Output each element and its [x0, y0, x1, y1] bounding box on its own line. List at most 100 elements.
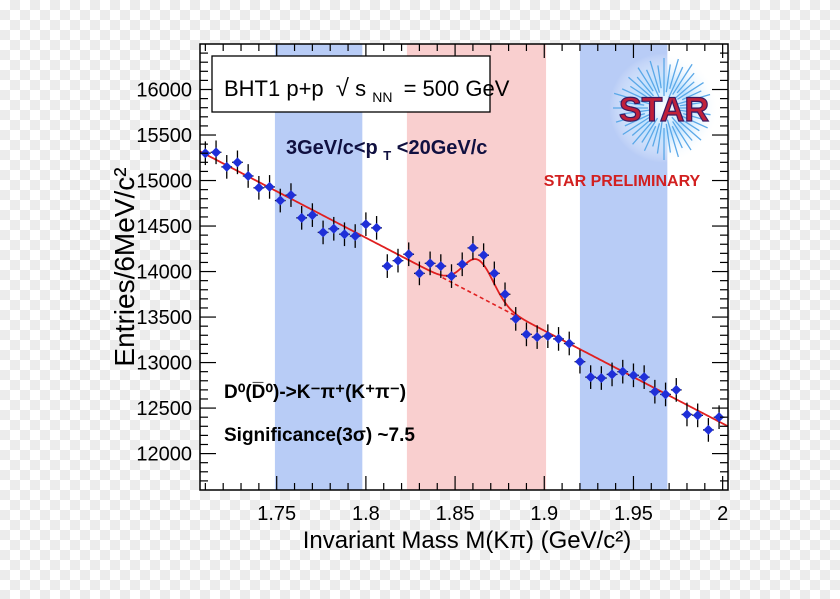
pt-range-sub: T — [383, 148, 391, 163]
point-marker — [478, 250, 489, 261]
logo-ray — [645, 69, 660, 98]
data-point — [414, 261, 425, 286]
point-marker — [542, 331, 553, 342]
logo-ray — [632, 119, 655, 145]
logo-ray — [671, 125, 683, 149]
data-point — [467, 236, 479, 260]
point-marker — [714, 412, 725, 423]
logo-ray — [631, 120, 650, 136]
logo-ray — [628, 76, 656, 101]
logo-ray — [677, 116, 700, 132]
data-points — [200, 140, 725, 442]
logo-ray — [643, 125, 657, 152]
point-marker — [521, 329, 532, 340]
background-fit-dashed — [442, 276, 518, 318]
point-marker — [318, 227, 329, 238]
star-logo: STAR — [609, 53, 719, 163]
logo-ray — [681, 90, 702, 101]
logo-ray — [665, 123, 672, 153]
data-point — [692, 403, 704, 428]
data-point — [328, 216, 340, 241]
logo-ray — [683, 113, 704, 121]
point-marker — [221, 161, 232, 172]
data-point — [510, 307, 522, 331]
logo-ray — [620, 109, 653, 115]
star-logo-text: STAR — [619, 91, 709, 129]
data-point — [232, 150, 243, 175]
point-marker — [649, 386, 660, 397]
pt-range-b: <20GeV/c — [397, 137, 488, 159]
data-point — [521, 322, 532, 347]
y-tick-label: 13500 — [136, 307, 192, 329]
significance: Significance(3σ) ~7.5 — [224, 425, 415, 446]
x-tick-label: 1.75 — [257, 503, 296, 525]
energy-s: s — [355, 76, 366, 101]
y-axis-title: Entries/6MeV/c² — [109, 167, 140, 366]
data-point — [574, 349, 586, 374]
data-point — [531, 325, 543, 349]
point-marker — [243, 170, 254, 181]
point-marker — [607, 369, 618, 380]
logo-ray — [649, 60, 661, 93]
logo-ray — [621, 88, 650, 102]
logo-ray — [669, 58, 679, 89]
data-point — [713, 405, 725, 430]
point-marker — [681, 409, 692, 420]
point-marker — [692, 410, 703, 421]
pt-range-a: 3GeV/c<p — [286, 137, 378, 159]
x-tick-label: 1.95 — [614, 503, 653, 525]
point-marker — [703, 424, 714, 435]
data-point — [403, 242, 415, 267]
logo-ray — [672, 63, 693, 95]
point-marker — [211, 147, 222, 158]
point-marker — [232, 157, 243, 168]
point-marker — [350, 231, 361, 242]
point-marker — [403, 249, 414, 260]
point-marker — [639, 372, 650, 383]
point-marker — [425, 258, 436, 269]
star-logo-glow — [609, 53, 719, 163]
logo-ray — [624, 114, 650, 127]
logo-ray — [679, 101, 706, 107]
y-tick-label: 14000 — [136, 262, 192, 284]
data-point — [488, 261, 500, 286]
title-box-text: BHT1 p+p √ s NN = 500 GeV — [224, 75, 510, 107]
point-marker — [532, 332, 543, 343]
point-marker — [510, 313, 521, 324]
logo-ray — [674, 112, 708, 129]
data-point — [606, 362, 618, 387]
point-marker — [617, 366, 628, 377]
data-point — [285, 183, 297, 207]
data-point — [264, 175, 275, 199]
band-0 — [274, 44, 363, 490]
point-marker — [382, 261, 393, 272]
point-marker — [360, 219, 371, 230]
logo-ray — [636, 76, 655, 97]
data-point — [242, 164, 254, 188]
data-point — [660, 382, 671, 407]
y-tick-label: 15500 — [136, 125, 192, 147]
plot-frame — [199, 43, 729, 491]
point-marker — [264, 181, 275, 192]
energy-value: = 500 GeV — [404, 76, 510, 101]
logo-ray — [665, 64, 671, 93]
data-point — [349, 224, 361, 248]
logo-ray — [671, 116, 693, 141]
data-point — [499, 282, 511, 307]
logo-ray — [629, 85, 648, 98]
point-marker — [457, 259, 468, 270]
decay-channel: D⁰(D̅⁰)->K⁻π⁺(K⁺π⁻) — [224, 382, 406, 403]
y-tick-label: 15000 — [136, 171, 192, 193]
data-point — [596, 366, 607, 390]
data-point — [446, 264, 457, 288]
title-box — [211, 55, 491, 113]
data-point — [360, 212, 372, 237]
point-marker — [574, 356, 585, 367]
data-point — [649, 379, 661, 404]
data-point — [307, 203, 318, 227]
point-marker — [628, 370, 639, 381]
pt-range: 3GeV/c<p T <20GeV/c — [286, 137, 487, 165]
data-point — [424, 251, 436, 276]
data-point — [253, 175, 265, 200]
logo-ray — [679, 109, 711, 116]
